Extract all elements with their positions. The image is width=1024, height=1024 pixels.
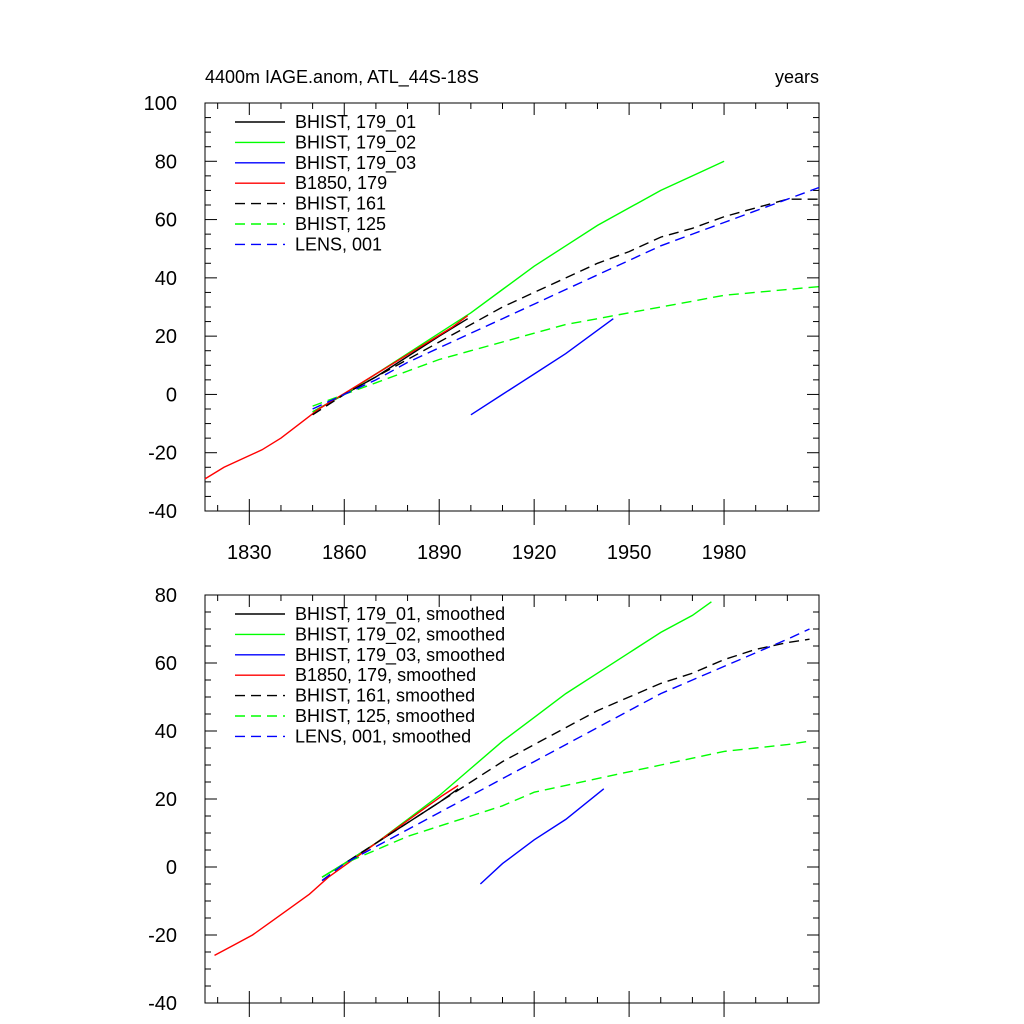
chart-right-title: years [775,67,819,87]
y-tick-label: 100 [144,93,177,115]
panel-top: 4400m IAGE.anom, ATL_44S-18S years -40 -2… [144,67,820,564]
chart-title: 4400m IAGE.anom, ATL_44S-18S [205,67,479,88]
x-tick-label: 1830 [227,542,272,564]
series-line [321,628,810,882]
legend-label: BHIST, 179_02, smoothed [295,624,505,645]
series-line [204,315,469,480]
legend-label: BHIST, 161, smoothed [295,686,475,706]
legend-label: LENS, 001, smoothed [295,726,471,746]
x-tick-label: 1890 [417,542,462,564]
y-tick-label: 80 [155,585,177,607]
legend-label: BHIST, 179_01 [295,112,416,133]
y-tick-label: 40 [155,268,177,290]
legend-label: BHIST, 125 [295,214,386,234]
series-line [214,784,459,957]
legend-label: BHIST, 179_02 [295,132,416,153]
y-tick-label: 0 [166,384,177,406]
series-line [312,186,820,410]
legend-label: BHIST, 161 [295,194,386,214]
y-tick-label: 0 [166,857,177,879]
y-tick-label: 20 [155,789,177,811]
legend-label: BHIST, 125, smoothed [295,706,475,726]
legend-label: B1850, 179 [295,173,387,193]
y-tick-label: -40 [148,993,177,1015]
x-tick-label: 1980 [702,542,747,564]
legend-label: BHIST, 179_01, smoothed [295,604,505,625]
legend-label: BHIST, 179_03 [295,153,416,174]
y-tick-label: -20 [148,925,177,947]
series-line [479,788,605,885]
y-tick-label: 60 [155,653,177,675]
y-tick-label: -40 [148,501,177,523]
x-tick-label: 1950 [607,542,652,564]
series-line [312,198,819,416]
series-line [470,318,614,416]
series-line [321,638,810,882]
x-tick-label: 1920 [512,542,557,564]
series-line [312,285,820,407]
y-tick-label: 20 [155,326,177,348]
y-tick-label: 80 [155,151,177,173]
series-line [321,740,810,878]
y-tick-label: 60 [155,210,177,232]
legend-label: BHIST, 179_03, smoothed [295,645,505,666]
y-tick-label: 40 [155,721,177,743]
y-tick-label: -20 [148,443,177,465]
legend-label: B1850, 179, smoothed [295,665,476,685]
legend-label: LENS, 001 [295,234,382,254]
x-tick-label: 1860 [322,542,367,564]
